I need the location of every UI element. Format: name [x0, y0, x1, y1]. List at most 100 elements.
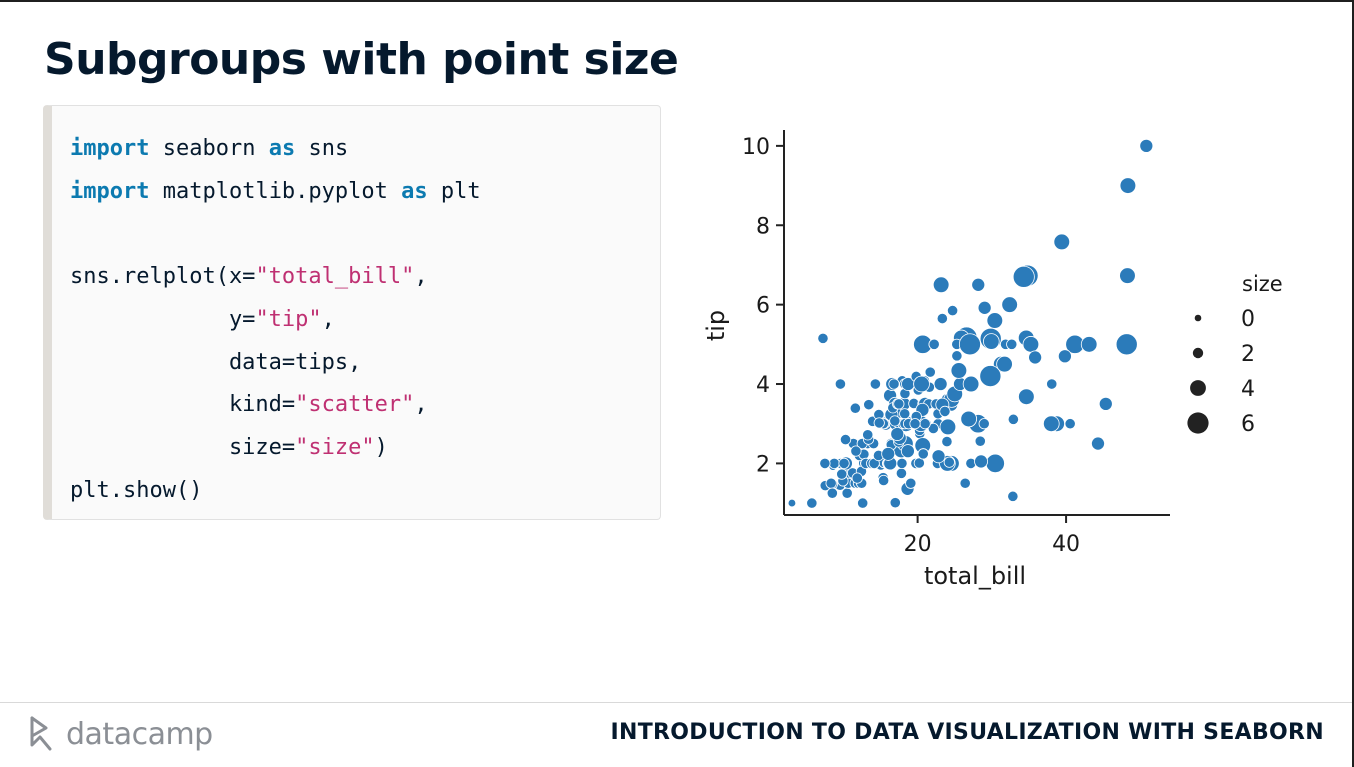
data-point	[950, 362, 968, 379]
data-point	[839, 433, 852, 446]
code-token: sns	[295, 136, 349, 161]
ticks-layer: 2 4 6 8 10 20 40	[742, 135, 1080, 557]
code-string: "total_bill"	[255, 264, 415, 290]
data-point	[939, 418, 957, 436]
data-point	[974, 435, 986, 447]
code-token: size=	[70, 434, 296, 460]
code-token: sns.relplot(x=	[70, 264, 256, 290]
data-point	[1053, 233, 1071, 251]
data-point	[936, 312, 948, 325]
code-token: ,	[414, 264, 428, 290]
brand-name: datacamp	[66, 716, 213, 752]
data-point	[1064, 418, 1076, 430]
legend-marker	[1187, 412, 1209, 434]
data-point	[881, 446, 896, 461]
points-layer	[787, 138, 1154, 509]
data-point	[960, 410, 977, 428]
data-point	[941, 435, 953, 448]
course-title: INTRODUCTION TO DATA VISUALIZATION WITH …	[610, 720, 1324, 745]
data-point	[978, 418, 990, 430]
code-token: data=tips,	[70, 349, 362, 375]
data-point	[899, 408, 911, 420]
data-point	[896, 457, 908, 470]
code-token: plt	[427, 178, 481, 204]
code-token: matplotlib.pyplot	[149, 178, 402, 204]
data-point	[1043, 415, 1060, 433]
code-line: plt.show()	[70, 478, 202, 503]
data-point	[863, 399, 875, 411]
data-point	[974, 454, 989, 469]
y-tick-label: 2	[756, 452, 770, 477]
code-line: size="size")	[70, 435, 388, 460]
data-point	[1007, 490, 1019, 502]
data-point	[1046, 378, 1058, 390]
data-point	[924, 366, 936, 378]
code-line: import matplotlib.pyplot as plt	[70, 179, 481, 204]
data-point	[1098, 396, 1113, 411]
data-point	[869, 378, 881, 390]
data-point	[850, 445, 862, 457]
scatter-plot: 2 4 6 8 10 20 40 total_bill tip size 0 2 4 6	[702, 130, 1283, 590]
data-point	[931, 449, 946, 464]
legend-label: 6	[1241, 412, 1255, 437]
data-point	[919, 418, 931, 430]
code-line: y="tip",	[70, 307, 335, 332]
data-point	[1080, 336, 1098, 353]
y-tick-label: 8	[756, 214, 770, 239]
data-point	[927, 422, 939, 435]
data-point	[889, 415, 901, 427]
data-point	[979, 365, 1002, 388]
legend: size 0 2 4 6	[1187, 272, 1283, 437]
data-point	[909, 418, 921, 430]
data-point	[849, 402, 861, 414]
data-point	[905, 477, 917, 489]
data-point	[962, 375, 980, 393]
data-point	[1018, 388, 1035, 406]
data-point	[1007, 413, 1019, 425]
y-tick-label: 4	[756, 373, 770, 398]
x-tick-label: 20	[904, 532, 932, 557]
data-point	[943, 456, 955, 468]
code-keyword: as	[401, 178, 428, 204]
data-point	[873, 417, 885, 429]
legend-label: 0	[1241, 307, 1255, 332]
data-point	[986, 312, 1004, 329]
data-point	[971, 277, 986, 292]
data-point	[983, 333, 1000, 350]
code-token: kind=	[70, 392, 296, 418]
code-token: seaborn	[149, 136, 269, 161]
data-point	[1006, 338, 1018, 350]
code-token: y=	[70, 306, 256, 332]
x-tick-label: 40	[1052, 532, 1080, 557]
data-point	[917, 448, 929, 460]
data-point	[933, 377, 948, 391]
data-point	[1091, 436, 1105, 451]
code-line: sns.relplot(x="total_bill",	[70, 264, 428, 289]
code-string: "tip"	[255, 306, 322, 332]
data-point	[985, 453, 1005, 474]
y-tick-label: 10	[742, 135, 770, 160]
data-point	[977, 300, 992, 315]
data-point	[806, 497, 818, 509]
legend-title: size	[1242, 272, 1283, 296]
data-point	[890, 427, 905, 441]
legend-marker	[1194, 314, 1202, 322]
code-keyword: as	[268, 136, 296, 161]
data-point	[1139, 138, 1154, 153]
code-string: "size"	[295, 434, 375, 460]
slide-title: Subgroups with point size	[44, 34, 679, 85]
data-point	[826, 487, 838, 499]
data-point	[900, 444, 915, 459]
legend-label: 2	[1241, 342, 1255, 367]
data-point	[1115, 333, 1138, 356]
data-point	[895, 467, 908, 479]
code-token: ,	[414, 392, 428, 418]
data-point	[851, 472, 863, 484]
data-point	[889, 497, 901, 509]
data-point	[838, 457, 850, 470]
code-line: kind="scatter",	[70, 392, 428, 417]
code-text: import seaborn as sns import matplotlib.…	[70, 128, 481, 512]
code-token: plt.show()	[70, 477, 203, 503]
code-token: ,	[321, 306, 335, 332]
